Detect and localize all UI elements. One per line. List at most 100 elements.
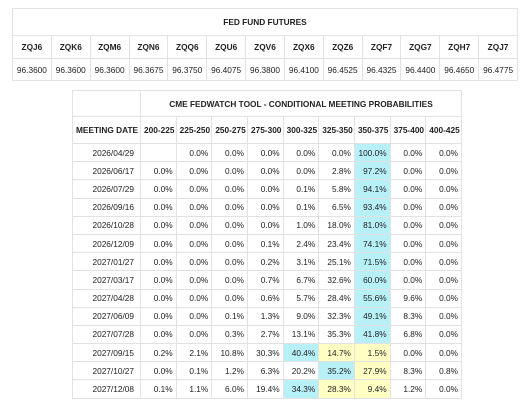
probability: 0.0% xyxy=(175,233,213,254)
probability: 0.0% xyxy=(425,306,462,326)
rate-range: 325-350 xyxy=(318,116,355,144)
probability: 2.1% xyxy=(175,343,213,363)
probability: 1.2% xyxy=(389,379,427,399)
probability: 5.8% xyxy=(318,179,355,199)
probability: 40.4% xyxy=(282,343,320,363)
contract-code: ZQV6 xyxy=(245,35,285,59)
probability: 0.6% xyxy=(246,288,284,308)
probability: 0.0% xyxy=(389,270,427,290)
probability: 0.0% xyxy=(140,161,177,181)
probability: 81.0% xyxy=(353,215,391,235)
probability: 1.3% xyxy=(246,306,284,326)
probability: 0.0% xyxy=(211,142,248,163)
probability: 0.0% xyxy=(140,306,177,326)
meeting-row: 2027/03/17 0.0% 0.0% 0.0% 0.7% 6.7% 32.6% 60.0%… xyxy=(72,270,462,290)
contract-price: 96.3600 xyxy=(89,58,130,81)
probability: 0.0% xyxy=(389,142,427,163)
probability: 0.0% xyxy=(140,288,177,308)
rate-range: 275-300 xyxy=(246,116,284,144)
probability: 6.0% xyxy=(211,379,248,399)
probability: 0.0% xyxy=(282,161,320,181)
meeting-row: 2026/04/29 0.0% 0.0% 0.0% 0.0% 0.0% 100.0% 0.0%… xyxy=(72,142,462,163)
probability: 2.4% xyxy=(282,233,320,254)
probability: 5.7% xyxy=(282,288,320,308)
probability: 0.0% xyxy=(140,179,177,199)
probability: 0.0% xyxy=(175,324,213,345)
probability: 0.0% xyxy=(140,252,177,272)
probability: 0.0% xyxy=(175,215,213,235)
contract-price: 96.3800 xyxy=(245,58,285,81)
meeting-date: 2026/09/16 xyxy=(72,197,141,217)
probability: 0.0% xyxy=(211,161,248,181)
meeting-row: 2026/06/17 0.0% 0.0% 0.0% 0.0% 0.0% 2.8% 97.2% 0… xyxy=(72,161,462,181)
contract-price: 96.4775 xyxy=(478,58,518,81)
probability: 0.0% xyxy=(246,197,284,217)
meeting-date: 2027/07/28 xyxy=(72,324,141,345)
price-row: 96.3600 96.3600 96.3600 96.3675 96.3750 96.40… xyxy=(12,58,518,81)
probability: 2.7% xyxy=(246,324,284,345)
rate-range: 400-425 xyxy=(425,116,462,144)
probability: 0.1% xyxy=(282,179,320,199)
probability: 0.8% xyxy=(425,361,462,381)
probability: 25.1% xyxy=(318,252,355,272)
probability: 93.4% xyxy=(353,197,391,217)
probability: 35.3% xyxy=(318,324,355,345)
date-header: MEETING DATE xyxy=(72,116,141,144)
rate-range: 250-275 xyxy=(211,116,248,144)
table-title: FED FUND FUTURES xyxy=(12,8,518,36)
meeting-row: 2026/07/29 0.0% 0.0% 0.0% 0.0% 0.1% 5.8% 94.1% 0… xyxy=(72,179,462,199)
meeting-date: 2026/06/17 xyxy=(72,161,141,181)
probability: 0.0% xyxy=(425,288,462,308)
probability: 23.4% xyxy=(318,233,355,254)
probability: 0.2% xyxy=(246,252,284,272)
meeting-date: 2027/10/27 xyxy=(72,361,141,381)
probability: 0.0% xyxy=(318,142,355,163)
rate-range: 225-250 xyxy=(175,116,213,144)
contract-price: 96.3600 xyxy=(50,58,91,81)
probability: 13.1% xyxy=(282,324,320,345)
title-row: FED FUND FUTURES xyxy=(12,8,518,36)
probability: 35.2% xyxy=(318,361,355,381)
probability: 55.6% xyxy=(353,288,391,308)
contract-price: 96.4650 xyxy=(439,58,480,81)
probability: 10.8% xyxy=(211,343,248,363)
rate-range: 375-400 xyxy=(389,116,427,144)
table-title: CME FEDWATCH TOOL - CONDITIONAL MEETING … xyxy=(140,90,462,117)
probability: 0.3% xyxy=(211,324,248,345)
contract-code: ZQM6 xyxy=(89,35,130,59)
probability: 19.4% xyxy=(246,379,284,399)
probability: 0.0% xyxy=(175,288,213,308)
meeting-date: 2027/06/09 xyxy=(72,306,141,326)
probability: 0.0% xyxy=(425,215,462,235)
meeting-date: 2026/04/29 xyxy=(72,142,141,163)
probability: 0.0% xyxy=(425,379,462,399)
probability: 0.0% xyxy=(175,142,213,163)
probability: 0.0% xyxy=(140,233,177,254)
probability: 0.0% xyxy=(425,252,462,272)
contract-price: 96.4100 xyxy=(283,58,324,81)
probability: 0.0% xyxy=(175,161,213,181)
rate-range: 300-325 xyxy=(282,116,320,144)
contract-code: ZQZ6 xyxy=(322,35,363,59)
header-row: ZQJ6 ZQK6 ZQM6 ZQN6 ZQQ6 ZQU6 ZQV6 ZQX6 ZQZ6 ZQF7… xyxy=(12,35,518,59)
probability: 0.0% xyxy=(211,233,248,254)
probability: 0.0% xyxy=(425,343,462,363)
probability: 28.4% xyxy=(318,288,355,308)
probability: 9.4% xyxy=(353,379,391,399)
probability: 8.3% xyxy=(389,361,427,381)
probability: 0.0% xyxy=(425,324,462,345)
meeting-row: 2027/01/27 0.0% 0.0% 0.0% 0.2% 3.1% 25.1% 71.5%… xyxy=(72,252,462,272)
probability: 0.0% xyxy=(175,252,213,272)
meeting-row: 2027/09/15 0.2% 2.1% 10.8% 30.3% 40.4% 14.7% 1.… xyxy=(72,343,462,363)
probability: 0.1% xyxy=(282,197,320,217)
probability: 0.0% xyxy=(211,197,248,217)
probability: 6.7% xyxy=(282,270,320,290)
contract-code: ZQK6 xyxy=(50,35,91,59)
probability: 0.0% xyxy=(389,179,427,199)
meeting-row: 2027/04/28 0.0% 0.0% 0.0% 0.6% 5.7% 28.4% 55.6%… xyxy=(72,288,462,308)
probability: 0.0% xyxy=(140,215,177,235)
probability: 14.7% xyxy=(318,343,355,363)
probability: 0.0% xyxy=(425,142,462,163)
probability: 0.0% xyxy=(425,270,462,290)
